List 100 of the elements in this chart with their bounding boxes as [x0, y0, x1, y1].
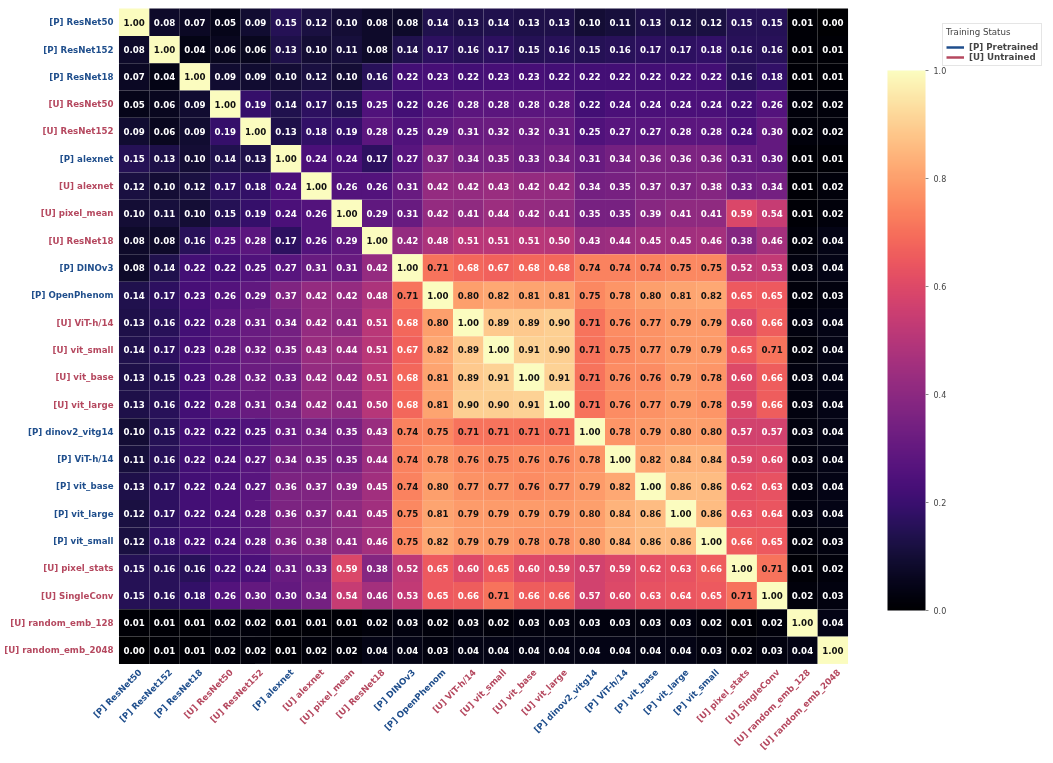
data-label: 0.01	[822, 45, 844, 56]
data-label: 1.00	[427, 290, 449, 301]
data-label: 0.35	[609, 181, 631, 192]
data-label: 0.05	[123, 99, 145, 110]
data-label: 0.33	[731, 181, 753, 192]
y-tick-label: [P] ViT-h/14	[57, 454, 114, 465]
data-label: 0.81	[548, 290, 571, 301]
data-label: 0.39	[639, 208, 662, 219]
data-label: 0.46	[700, 236, 723, 247]
data-label: 0.65	[731, 345, 753, 356]
data-label: 0.71	[731, 591, 753, 602]
data-label: 0.66	[700, 563, 723, 574]
data-label: 0.08	[366, 17, 388, 28]
data-label: 0.02	[791, 126, 814, 137]
data-label: 0.17	[488, 45, 510, 56]
data-label: 0.66	[761, 318, 783, 329]
data-label: 0.30	[275, 591, 297, 602]
data-label: 0.03	[761, 645, 783, 656]
data-label: 0.01	[153, 618, 176, 629]
data-label: 0.50	[366, 400, 388, 411]
data-label: 0.66	[457, 591, 479, 602]
data-label: 0.42	[336, 372, 358, 383]
data-label: 0.22	[457, 72, 479, 83]
data-label: 0.04	[579, 645, 601, 656]
data-label: 0.42	[396, 236, 419, 247]
data-label: 0.04	[366, 645, 388, 656]
data-label: 0.62	[731, 481, 753, 492]
data-label: 0.79	[488, 536, 510, 547]
data-label: 0.74	[639, 263, 662, 274]
data-label: 0.60	[731, 318, 753, 329]
data-label: 0.22	[639, 72, 662, 83]
data-label: 0.29	[427, 126, 449, 137]
data-label: 0.82	[639, 454, 662, 465]
data-label: 0.22	[184, 318, 206, 329]
data-label: 0.15	[579, 45, 601, 56]
data-label: 0.13	[123, 318, 145, 329]
data-label: 0.41	[700, 208, 723, 219]
data-label: 0.79	[488, 509, 510, 520]
y-tick-label: [U] vit_small	[52, 344, 114, 355]
data-label: 0.75	[670, 263, 692, 274]
data-label: 0.10	[579, 17, 601, 28]
data-label: 0.22	[396, 99, 419, 110]
data-label: 0.42	[305, 318, 328, 329]
data-label: 0.16	[153, 591, 176, 602]
data-label: 0.23	[488, 72, 510, 83]
data-label: 1.00	[731, 563, 753, 574]
data-label: 0.30	[245, 591, 267, 602]
data-label: 0.02	[245, 618, 267, 629]
data-label: 0.03	[791, 372, 814, 383]
data-label: 0.79	[670, 345, 692, 356]
data-label: 0.26	[761, 99, 783, 110]
data-label: 0.44	[366, 454, 388, 465]
data-label: 0.24	[214, 481, 236, 492]
data-label: 0.04	[822, 263, 844, 274]
data-label: 0.37	[275, 290, 297, 301]
data-label: 0.10	[123, 208, 145, 219]
data-label: 0.22	[396, 72, 419, 83]
data-label: 0.01	[791, 563, 814, 574]
data-label: 0.41	[336, 509, 358, 520]
data-label: 0.62	[639, 563, 662, 574]
data-label: 0.41	[336, 536, 358, 547]
data-label: 0.76	[548, 454, 571, 465]
data-label: 0.18	[700, 45, 723, 56]
legend-title: Training Status	[946, 27, 1012, 37]
data-label: 0.34	[305, 591, 328, 602]
data-label: 0.02	[305, 645, 328, 656]
y-tick-label: [P] ResNet50	[49, 17, 114, 28]
data-label: 0.01	[305, 618, 328, 629]
data-label: 0.79	[700, 345, 723, 356]
data-label: 0.42	[305, 372, 328, 383]
data-label: 0.79	[670, 372, 692, 383]
data-label: 0.17	[670, 45, 692, 56]
data-label: 0.01	[822, 154, 844, 165]
data-label: 0.01	[791, 181, 814, 192]
data-label: 0.01	[791, 72, 814, 83]
data-label: 0.13	[153, 154, 176, 165]
data-label: 1.00	[670, 509, 692, 520]
data-label: 0.90	[488, 400, 510, 411]
data-label: 0.68	[457, 263, 479, 274]
data-label: 0.03	[791, 318, 814, 329]
data-label: 0.22	[670, 72, 692, 83]
data-label: 0.38	[700, 181, 723, 192]
data-label: 1.00	[579, 427, 601, 438]
data-label: 0.27	[639, 126, 662, 137]
data-label: 0.03	[700, 645, 723, 656]
data-label: 0.41	[457, 208, 479, 219]
data-label: 0.13	[518, 17, 540, 28]
data-label: 0.28	[670, 126, 692, 137]
color-bar-label: 0.4	[933, 391, 947, 400]
data-label: 0.14	[488, 17, 510, 28]
data-label: 0.76	[518, 481, 540, 492]
data-label: 0.13	[245, 154, 267, 165]
data-label: 0.36	[275, 536, 297, 547]
data-label: 0.01	[822, 72, 844, 83]
data-label: 0.04	[488, 645, 510, 656]
data-label: 0.51	[366, 345, 388, 356]
data-label: 0.03	[457, 618, 479, 629]
data-label: 0.28	[457, 99, 479, 110]
data-label: 0.02	[245, 645, 267, 656]
data-label: 0.22	[731, 99, 753, 110]
